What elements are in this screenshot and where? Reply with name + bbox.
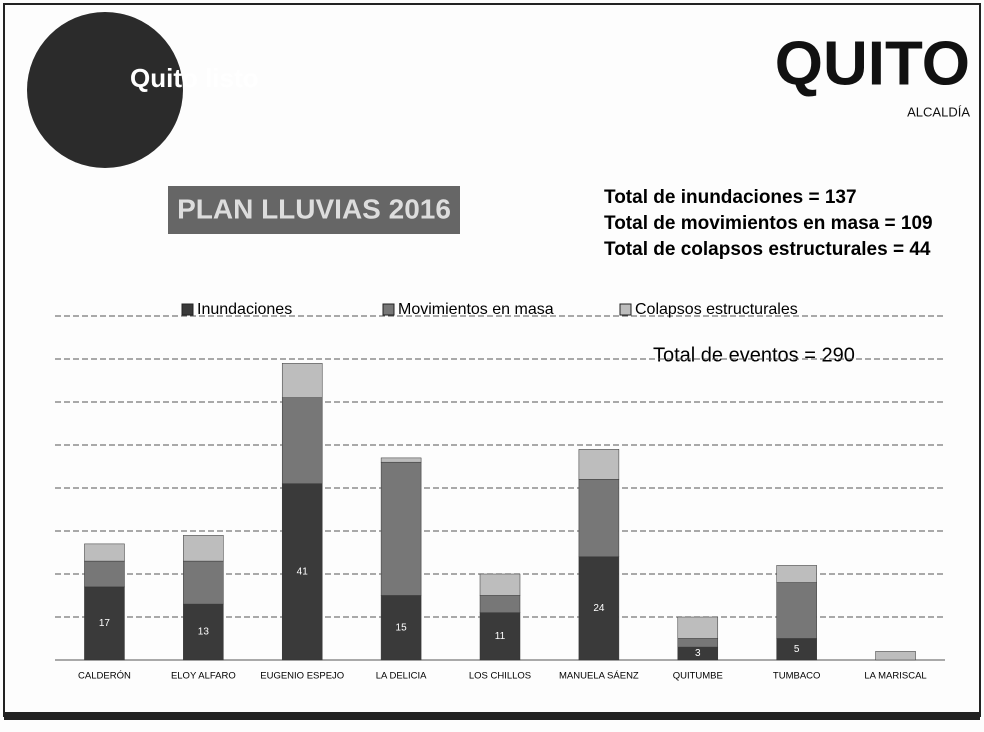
banner-box	[168, 186, 460, 234]
x-tick-label: QUITUMBE	[673, 671, 723, 682]
bar-segment	[84, 560, 125, 588]
x-tick-label: MANUELA SÁENZ	[559, 671, 639, 682]
bar-segment	[183, 535, 224, 562]
data-label: 17	[99, 618, 111, 629]
data-label: 15	[396, 622, 408, 633]
x-tick-label: LOS CHILLOS	[469, 671, 531, 682]
bar-segment	[677, 638, 719, 648]
bar-segment	[479, 612, 521, 661]
data-label: 11	[495, 631, 506, 642]
brand: QUITO	[775, 29, 970, 98]
total-line: Total de inundaciones = 137	[604, 187, 857, 208]
legend-label: Movimientos en masa	[398, 301, 554, 318]
x-tick-label: TUMBACO	[773, 671, 821, 682]
bar-segment	[578, 449, 620, 480]
bar-segment	[578, 479, 620, 558]
data-label: 24	[593, 603, 605, 614]
bar-segment	[84, 543, 125, 562]
bar-segment	[281, 363, 323, 398]
bar-segment	[183, 560, 224, 605]
bar-segment	[380, 457, 422, 463]
x-tick-label: LA MARISCAL	[864, 671, 926, 682]
legend-swatch	[181, 303, 194, 316]
legend-swatch	[382, 303, 395, 316]
bar-segment	[578, 556, 620, 661]
bar-segment	[183, 603, 224, 661]
x-tick-label: LA DELICIA	[376, 671, 427, 682]
bar-segment	[776, 565, 817, 583]
x-tick-label: CALDERÓN	[78, 671, 131, 682]
data-label: 13	[198, 627, 210, 638]
bar-segment	[281, 397, 323, 484]
bar-segment	[380, 461, 422, 596]
total-line: Total de movimientos en masa = 109	[604, 213, 933, 234]
legend-label: Inundaciones	[197, 301, 292, 318]
brand-sub: ALCALDÍA	[907, 104, 970, 119]
annotation: Total de eventos = 290	[653, 344, 855, 366]
bar-segment	[479, 573, 521, 596]
bar-segment	[776, 582, 817, 639]
data-label: 41	[297, 566, 309, 577]
logo-circle	[27, 12, 183, 168]
total-line: Total de colapsos estructurales = 44	[604, 239, 931, 260]
bar-segment	[479, 595, 521, 613]
banner: PLAN LLUVIAS 2016	[177, 193, 451, 224]
bar-segment	[281, 483, 323, 661]
bar-segment	[875, 651, 916, 661]
x-tick-label: ELOY ALFARO	[171, 671, 236, 682]
data-label: 5	[794, 644, 800, 655]
bar-segment	[380, 595, 422, 661]
legend-label: Colapsos estructurales	[635, 301, 798, 318]
x-tick-label: EUGENIO ESPEJO	[260, 671, 344, 682]
bar-segment	[677, 616, 719, 639]
legend-swatch	[619, 303, 632, 316]
logo-text: Quito listo	[130, 63, 259, 93]
data-label: 3	[695, 648, 701, 659]
bottom-bar	[4, 712, 980, 720]
bar-segment	[84, 586, 125, 661]
